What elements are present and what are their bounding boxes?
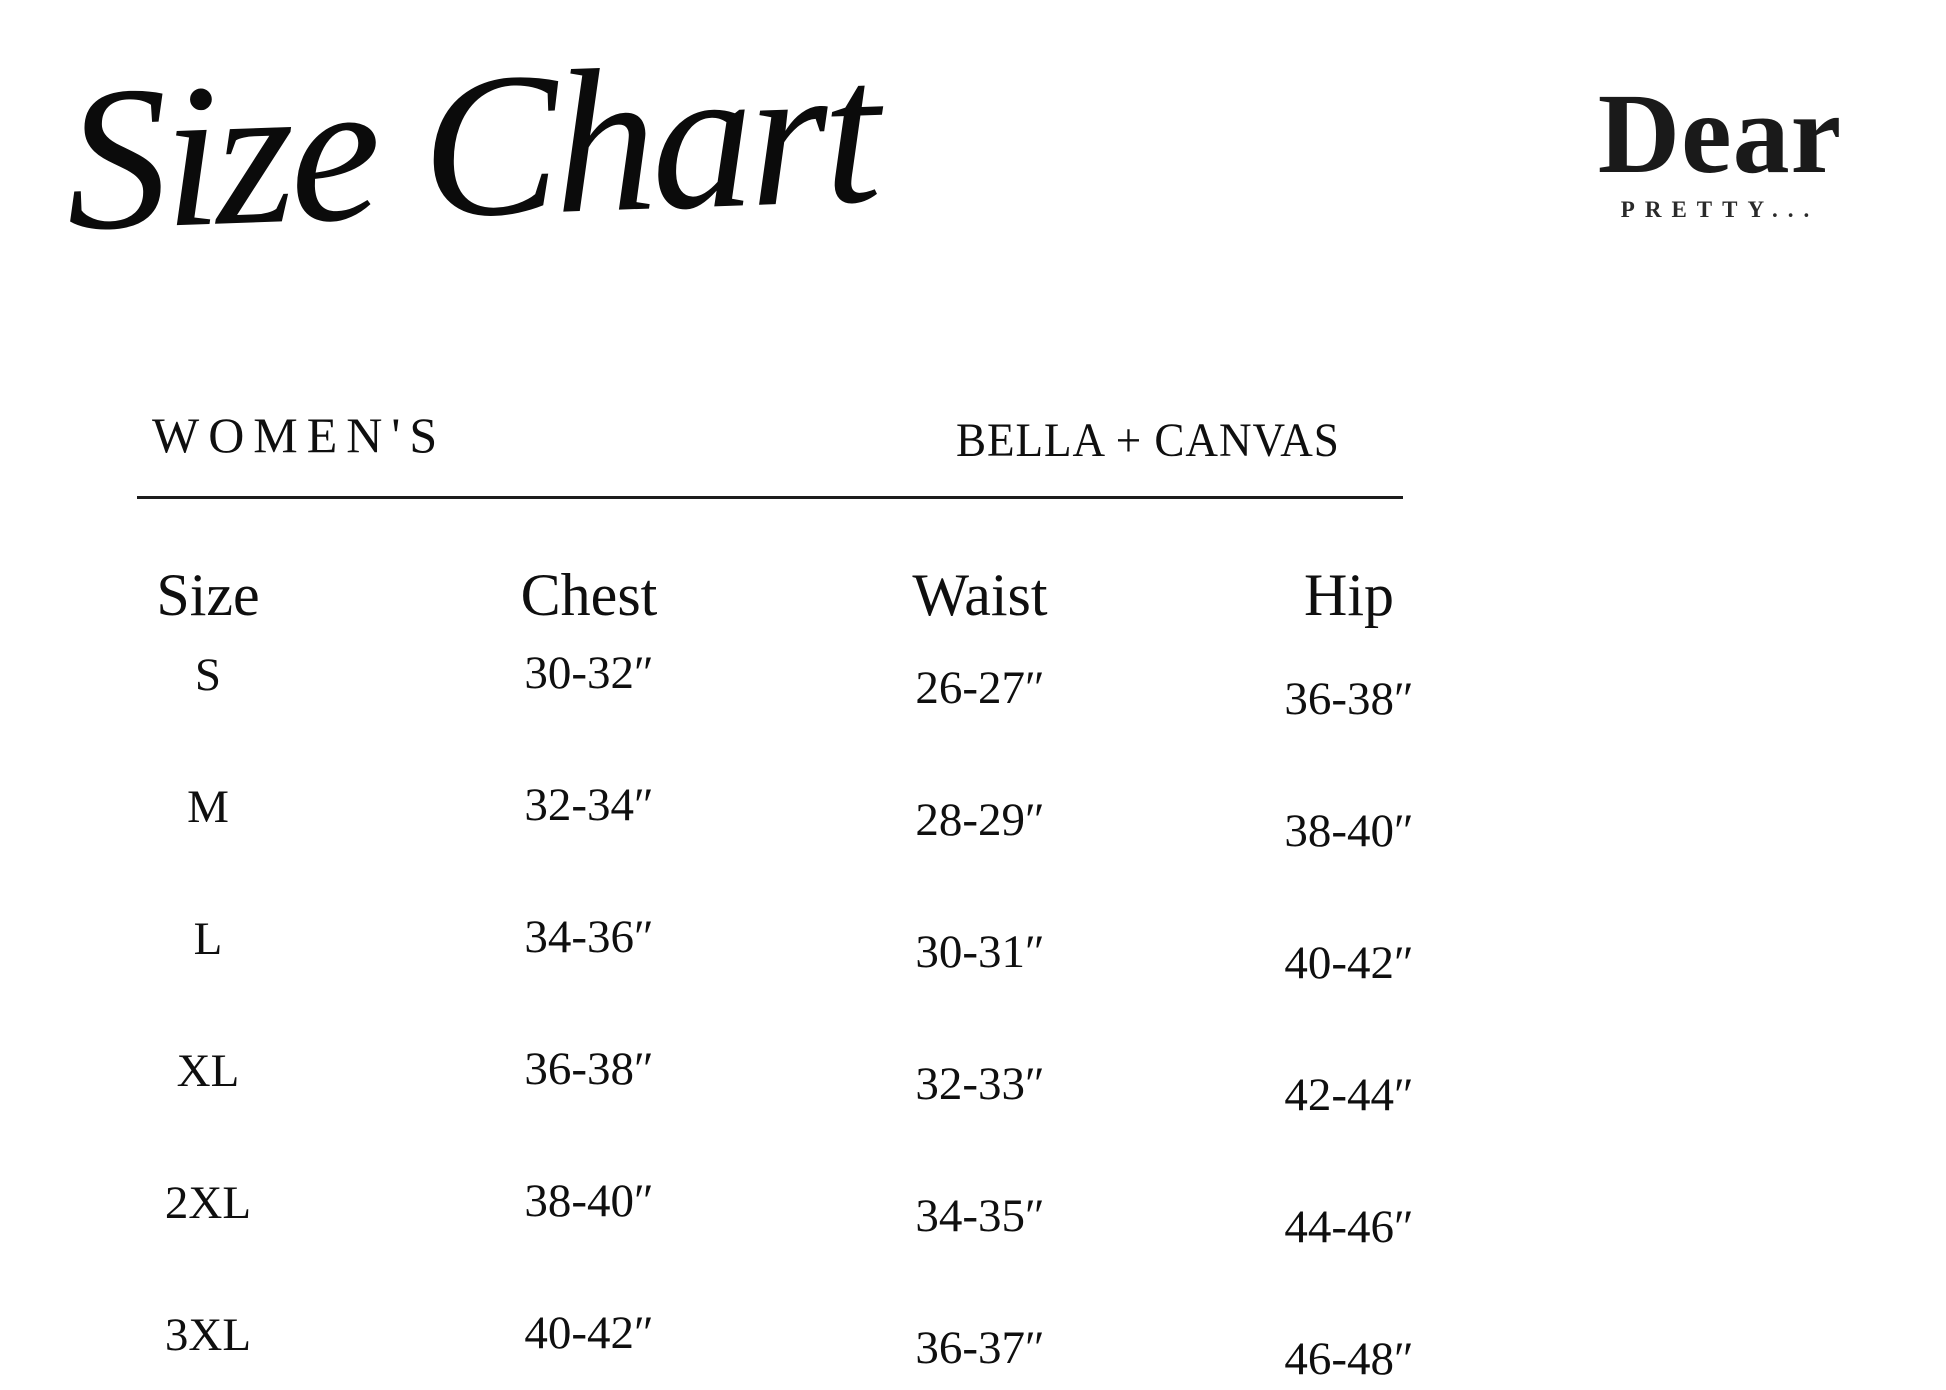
cell-waist: 36-37″ bbox=[915, 1322, 1045, 1374]
cell-size: L bbox=[193, 913, 223, 965]
cell-size: XL bbox=[176, 1045, 240, 1097]
cell-chest: 32-34″ bbox=[524, 779, 654, 831]
cell-chest: 30-32″ bbox=[524, 647, 654, 699]
cell-hip: 46-48″ bbox=[1284, 1333, 1414, 1385]
cell-waist: 26-27″ bbox=[915, 662, 1045, 714]
column-header-chest: Chest bbox=[520, 562, 658, 628]
brand-label-bella-canvas: BELLA + CANVAS bbox=[956, 414, 1340, 467]
cell-waist: 30-31″ bbox=[915, 926, 1045, 978]
column-header-waist: Waist bbox=[912, 562, 1048, 628]
cell-size: M bbox=[187, 781, 229, 833]
cell-size: 3XL bbox=[164, 1309, 252, 1361]
column-header-hip: Hip bbox=[1304, 562, 1394, 628]
cell-size: S bbox=[194, 649, 222, 701]
logo-tagline: PRETTY... bbox=[1620, 197, 1820, 223]
cell-chest: 38-40″ bbox=[524, 1175, 654, 1227]
brand-logo: Dear PRETTY... bbox=[1575, 70, 1865, 223]
cell-hip: 42-44″ bbox=[1284, 1069, 1414, 1121]
cell-hip: 38-40″ bbox=[1284, 805, 1414, 857]
cell-chest: 36-38″ bbox=[524, 1043, 654, 1095]
logo-wordmark: Dear bbox=[1597, 70, 1843, 197]
cell-chest: 34-36″ bbox=[524, 911, 654, 963]
cell-chest: 40-42″ bbox=[524, 1307, 654, 1359]
cell-hip: 36-38″ bbox=[1284, 673, 1414, 725]
divider-rule bbox=[137, 496, 1403, 499]
cell-waist: 28-29″ bbox=[915, 794, 1045, 846]
cell-waist: 32-33″ bbox=[915, 1058, 1045, 1110]
cell-hip: 44-46″ bbox=[1284, 1201, 1414, 1253]
column-header-size: Size bbox=[156, 562, 260, 628]
cell-hip: 40-42″ bbox=[1284, 937, 1414, 989]
cell-waist: 34-35″ bbox=[915, 1190, 1045, 1242]
category-label-womens: WOMEN'S bbox=[152, 407, 447, 463]
page-title: Size Chart bbox=[61, 18, 879, 274]
cell-size: 2XL bbox=[164, 1177, 252, 1229]
